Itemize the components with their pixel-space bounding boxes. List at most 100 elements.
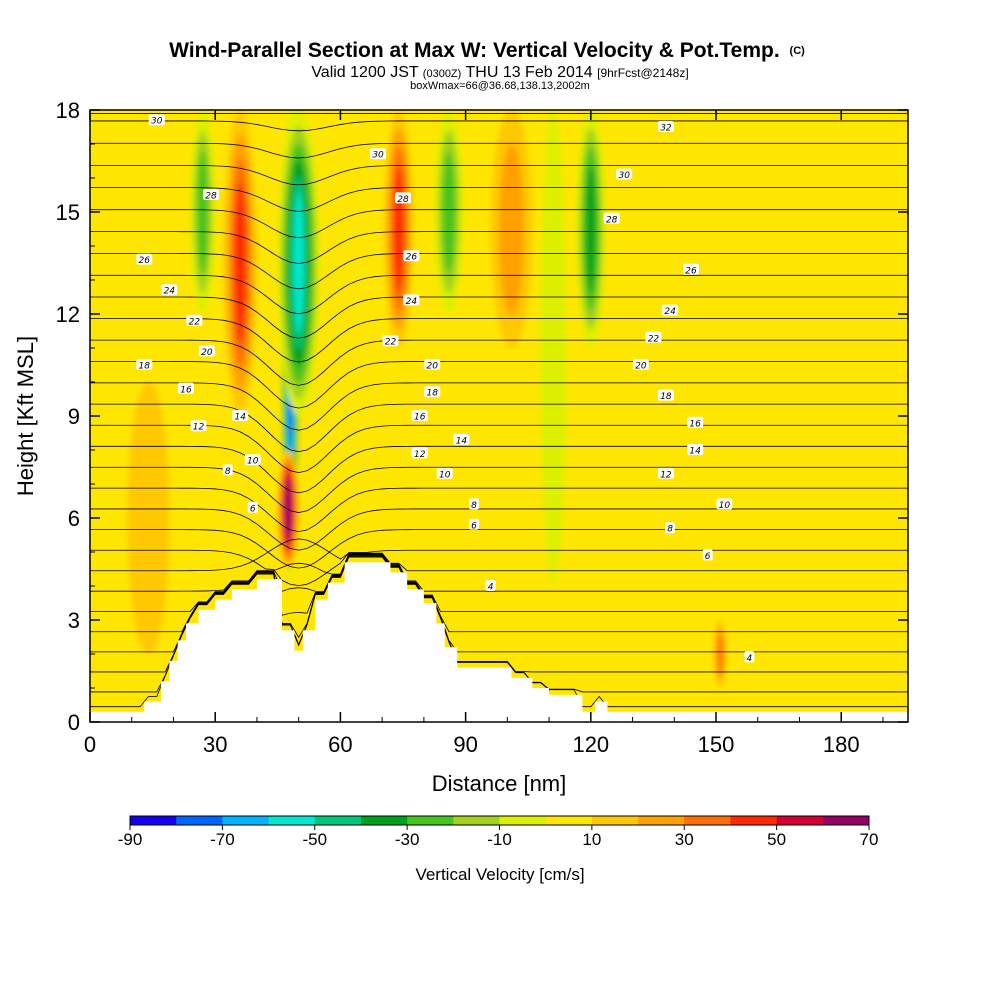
velocity-band	[234, 181, 246, 345]
svg-text:10: 10	[439, 470, 451, 480]
velocity-band	[127, 382, 170, 654]
svg-text:18: 18	[139, 362, 151, 372]
x-tick-label: 0	[84, 732, 96, 757]
svg-text:24: 24	[406, 297, 418, 307]
velocity-band	[393, 165, 404, 293]
theta-contour	[90, 445, 908, 494]
colorbar-swatch	[730, 816, 778, 825]
theta-label: 32	[657, 121, 674, 134]
svg-text:8: 8	[225, 467, 231, 477]
svg-text:28: 28	[397, 195, 409, 205]
colorbar-swatch	[776, 816, 824, 825]
y-axis-label: Height [Kft MSL]	[13, 336, 38, 496]
theta-label: 18	[657, 389, 674, 402]
box-info: boxWmax=66@36.68,138.13,2002m	[410, 80, 590, 92]
theta-label: 6	[702, 549, 713, 562]
colorbar-label: 50	[767, 830, 786, 849]
theta-contour	[90, 165, 908, 186]
theta-label: 10	[244, 454, 261, 467]
theta-label: 4	[744, 651, 755, 664]
colorbar-swatch	[407, 816, 454, 825]
colorbar-swatch	[268, 816, 316, 825]
svg-text:20: 20	[635, 362, 647, 372]
svg-text:22: 22	[385, 338, 397, 348]
svg-text:28: 28	[606, 215, 618, 225]
theta-label: 30	[616, 168, 633, 181]
theta-contour	[90, 339, 908, 386]
valid-zulu: (0300Z)	[423, 68, 462, 80]
theta-contour	[90, 538, 908, 572]
colorbar-label: 70	[860, 830, 879, 849]
theta-label: 12	[411, 447, 428, 460]
colorbar-swatch	[360, 816, 408, 825]
svg-text:26: 26	[406, 253, 418, 263]
theta-label: 16	[177, 382, 194, 395]
colorbar-swatch	[638, 816, 685, 825]
velocity-band	[442, 150, 456, 274]
svg-text:14: 14	[689, 447, 701, 457]
svg-text:10: 10	[719, 501, 731, 511]
svg-text:16: 16	[689, 419, 701, 429]
x-axis: 0 30 60 90 120 150 180	[84, 110, 884, 757]
chart-title-text: Wind-Parallel Section at Max W: Vertical…	[169, 39, 780, 62]
svg-text:26: 26	[139, 256, 151, 266]
velocity-band	[293, 192, 304, 334]
theta-contour	[90, 549, 908, 587]
svg-text:30: 30	[372, 151, 384, 161]
x-tick-label: 90	[453, 732, 477, 757]
velocity-band	[585, 165, 596, 293]
svg-text:18: 18	[660, 392, 672, 402]
svg-text:20: 20	[201, 348, 213, 358]
svg-text:16: 16	[414, 413, 426, 423]
theta-contour	[90, 403, 908, 453]
colorbar-swatch	[499, 816, 547, 825]
svg-text:20: 20	[426, 362, 438, 372]
colorbar-swatch	[684, 816, 731, 825]
theta-contour	[90, 209, 908, 239]
chart-subtitle: Valid 1200 JST (0300Z) THU 13 Feb 2014 […	[311, 64, 688, 81]
svg-text:6: 6	[250, 504, 256, 514]
x-axis-label: Distance [nm]	[432, 771, 567, 796]
terrain	[90, 562, 908, 722]
theta-label: 10	[716, 498, 733, 511]
colorbar-label: -30	[395, 830, 420, 849]
theta-contour	[90, 508, 908, 551]
theta-label: 14	[687, 444, 704, 457]
svg-text:24: 24	[664, 307, 676, 317]
theta-contour	[90, 529, 908, 569]
theta-contour	[90, 120, 908, 132]
theta-contour	[90, 318, 908, 363]
theta-contour	[90, 382, 908, 431]
svg-text:12: 12	[414, 450, 426, 460]
svg-text:4: 4	[747, 654, 753, 664]
svg-text:30: 30	[618, 171, 630, 181]
x-tick-label: 180	[823, 732, 860, 757]
y-tick-label: 18	[56, 98, 80, 123]
theta-label: 10	[436, 467, 453, 480]
theta-label: 24	[403, 294, 420, 307]
svg-text:18: 18	[426, 389, 438, 399]
theta-contour	[90, 142, 908, 159]
theta-label: 16	[687, 416, 704, 429]
x-tick-label: 60	[328, 732, 352, 757]
theta-label: 8	[222, 464, 233, 477]
theta-contour	[90, 553, 908, 592]
velocity-band	[540, 110, 566, 586]
theta-contour	[90, 187, 908, 212]
theta-label: 8	[468, 498, 479, 511]
svg-text:6: 6	[471, 521, 477, 531]
svg-text:16: 16	[180, 385, 192, 395]
x-tick-label: 150	[698, 732, 735, 757]
svg-text:8: 8	[667, 525, 673, 535]
svg-text:4: 4	[488, 583, 494, 593]
colorbar-swatch	[130, 816, 177, 825]
theta-label: 28	[603, 212, 620, 225]
theta-contour	[90, 553, 908, 612]
colorbar-swatch	[314, 816, 362, 825]
colorbar-label: 10	[582, 830, 601, 849]
colorbar-label: -10	[487, 830, 512, 849]
theta-contour	[90, 253, 908, 290]
y-tick-label: 9	[68, 404, 80, 429]
svg-text:22: 22	[648, 334, 660, 344]
